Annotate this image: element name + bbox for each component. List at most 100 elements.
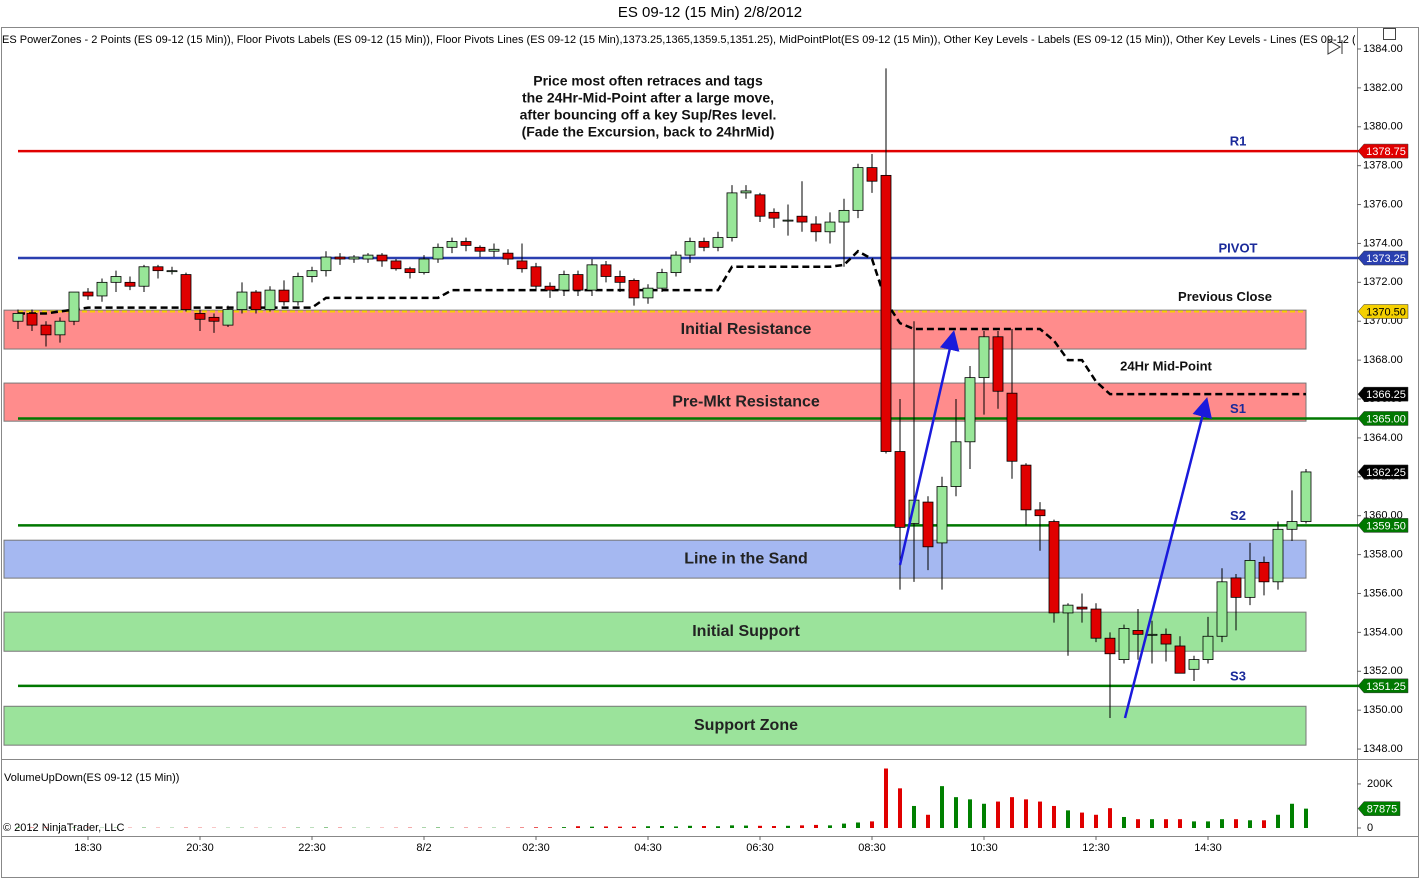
candle-body	[699, 241, 709, 247]
volume-bar	[730, 825, 734, 828]
volume-bar	[1290, 804, 1294, 828]
candle-body	[1105, 638, 1115, 654]
midpoint-tag-label: 1366.25	[1366, 389, 1406, 401]
volume-bar	[1038, 802, 1042, 828]
volume-bar	[954, 797, 958, 828]
volume-bar	[912, 806, 916, 828]
volume-bar	[982, 804, 986, 828]
zone-label: Initial Support	[692, 623, 800, 640]
candle-body	[783, 220, 793, 221]
volume-bar	[1164, 819, 1168, 828]
candle-body	[1161, 634, 1171, 644]
volume-bar	[660, 826, 664, 828]
candle-body	[1035, 510, 1045, 516]
candle-body	[265, 290, 275, 309]
candle-body	[573, 275, 583, 291]
candle-body	[1175, 646, 1185, 673]
candle-body	[1077, 607, 1087, 609]
x-tick-label: 8/2	[416, 842, 431, 854]
volume-bar	[1192, 821, 1196, 828]
y-tick-label: 1378.00	[1363, 160, 1403, 172]
candle-body	[979, 337, 989, 378]
zone-label: Pre-Mkt Resistance	[672, 393, 820, 410]
candle-body	[1273, 529, 1283, 582]
volume-bar	[884, 769, 888, 828]
candle-body	[839, 210, 849, 222]
x-tick-label: 20:30	[186, 842, 214, 854]
candle-body	[685, 241, 695, 255]
candle-body	[209, 317, 219, 321]
candle-body	[293, 277, 303, 302]
candle-body	[671, 255, 681, 273]
candle-body	[447, 241, 457, 247]
zone	[4, 540, 1306, 578]
annotation: Price most often retraces and tags	[533, 73, 763, 89]
annotation: the 24Hr-Mid-Point after a large move,	[522, 90, 774, 106]
candle-body	[517, 261, 527, 269]
volume-title: VolumeUpDown(ES 09-12 (15 Min))	[4, 772, 179, 784]
candle-body	[643, 288, 653, 298]
volume-bar	[646, 826, 650, 828]
volume-bar	[576, 826, 580, 828]
candle-body	[83, 292, 93, 296]
volume-bar	[758, 826, 762, 828]
y-tick-label: 1376.00	[1363, 198, 1403, 210]
candle-body	[741, 191, 751, 193]
level-tag-label: 1378.75	[1366, 146, 1406, 158]
volume-bar	[772, 826, 776, 828]
candle-body	[13, 313, 23, 321]
y-tick-label: 1364.00	[1363, 432, 1403, 444]
candle-body	[321, 257, 331, 271]
candle-body	[223, 310, 233, 326]
candle-body	[461, 241, 471, 245]
x-tick-label: 12:30	[1082, 842, 1110, 854]
volume-bar	[842, 824, 846, 828]
candle-body	[167, 271, 177, 272]
candle-body	[1021, 465, 1031, 510]
y-tick-label: 1368.00	[1363, 354, 1403, 366]
candle-body	[811, 224, 821, 232]
candle-body	[769, 212, 779, 218]
candle-body	[307, 271, 317, 277]
candle-body	[195, 313, 205, 319]
candle-body	[503, 253, 513, 259]
volume-bar	[870, 821, 874, 828]
y-tick-label: 1356.00	[1363, 587, 1403, 599]
candle-body	[853, 168, 863, 211]
volume-bar	[814, 825, 818, 828]
candle-body	[55, 321, 65, 335]
candle-body	[1245, 560, 1255, 597]
volume-bar	[1234, 819, 1238, 828]
last-price-tag-label: 1362.25	[1366, 467, 1406, 479]
zone	[4, 383, 1306, 421]
volume-bar	[940, 786, 944, 828]
volume-bar	[1276, 815, 1280, 828]
candle-body	[1259, 562, 1269, 581]
candle-body	[1147, 634, 1157, 635]
candle-body	[545, 286, 555, 290]
volume-tick-label: 200K	[1367, 778, 1393, 790]
y-tick-label: 1374.00	[1363, 237, 1403, 249]
volume-bar	[1122, 817, 1126, 828]
candle-body	[965, 378, 975, 442]
volume-bar	[1094, 815, 1098, 828]
candle-body	[601, 265, 611, 277]
corner-box	[1384, 29, 1396, 40]
volume-bar	[1150, 819, 1154, 828]
candle-body	[1091, 609, 1101, 638]
level-label: S1	[1230, 401, 1246, 416]
level-tag-label: 1365.00	[1366, 413, 1406, 425]
volume-bar	[1052, 806, 1056, 828]
candle-body	[867, 168, 877, 182]
candle-body	[1203, 636, 1213, 659]
volume-bar	[1248, 820, 1252, 828]
volume-bar	[1010, 797, 1014, 828]
volume-bar	[1024, 799, 1028, 828]
x-tick-label: 10:30	[970, 842, 998, 854]
volume-bar	[786, 826, 790, 828]
y-tick-label: 1384.00	[1363, 43, 1403, 55]
volume-bar	[1108, 808, 1112, 828]
candle-body	[881, 175, 891, 451]
candle-body	[923, 502, 933, 547]
